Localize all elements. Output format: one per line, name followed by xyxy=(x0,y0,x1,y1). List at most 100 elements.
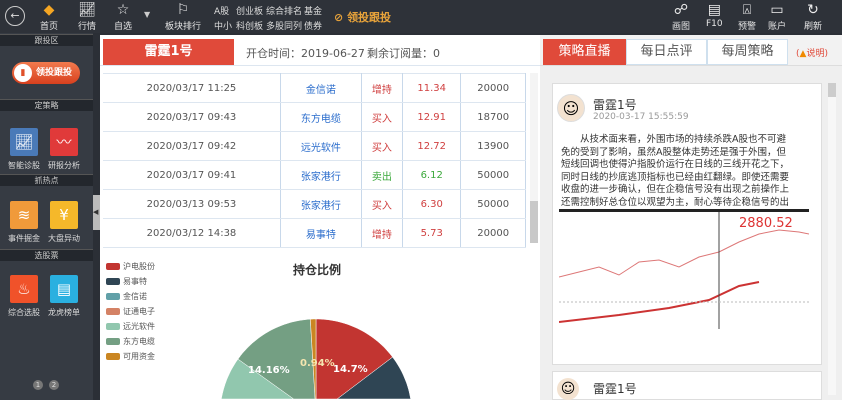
stock-link[interactable]: 远光软件 xyxy=(280,131,362,161)
volume: 20000 xyxy=(460,218,526,248)
time: 2020/03/17 09:42 xyxy=(103,131,281,161)
legend-label: 易事特 xyxy=(123,277,147,286)
pie-slice[interactable] xyxy=(315,318,393,400)
legend-item[interactable]: 可用资金 xyxy=(106,351,155,362)
legend-item[interactable]: 证通电子 xyxy=(106,306,155,317)
toolbar-sector-rank[interactable]: ⚐ 板块排行 xyxy=(165,2,201,32)
legend-item[interactable]: 东方电缆 xyxy=(106,336,155,347)
legend-item[interactable]: 金信诺 xyxy=(106,291,147,302)
stock-link[interactable]: 东方电缆 xyxy=(280,102,362,132)
post-time: 2020-03-17 15:55:59 xyxy=(593,112,689,122)
label: F10 xyxy=(706,19,723,29)
time: 2020/03/12 14:38 xyxy=(103,218,281,248)
help-link[interactable]: (▲说明) xyxy=(796,49,828,59)
legend-item[interactable]: 易事特 xyxy=(106,276,147,287)
pie-slice[interactable] xyxy=(237,318,316,400)
link-chinext[interactable]: 创业板 xyxy=(236,7,264,17)
legend-swatch xyxy=(106,353,120,360)
page-dot-1[interactable]: 1 xyxy=(33,380,43,390)
legend-item[interactable]: 沪电股份 xyxy=(106,261,155,272)
pie-slice[interactable] xyxy=(336,356,412,400)
post-author: 雷霆1号 xyxy=(593,98,637,112)
tile-label: 综合选股 xyxy=(8,308,40,317)
volume: 50000 xyxy=(460,160,526,190)
right-panel: 策略直播 每日点评 每周策略 (▲说明) ☺ 雷霆1号 2020-03-17 1… xyxy=(540,35,842,400)
time: 2020/03/17 09:41 xyxy=(103,160,281,190)
label: 领投跟投 xyxy=(36,68,73,78)
label: 预警 xyxy=(738,22,757,32)
toolbar-refresh[interactable]: ↻ 刷新 xyxy=(804,2,822,32)
tile-icon: ♨ xyxy=(10,275,38,303)
tab-weekly[interactable]: 每周策略 xyxy=(707,39,788,65)
label: 刷新 xyxy=(804,22,823,32)
toolbar-home[interactable]: ◆ 首页 xyxy=(40,2,58,32)
link-fund[interactable]: 基金 xyxy=(304,7,323,17)
link-sme[interactable]: 中小 xyxy=(214,22,233,32)
tile-icon: 📈︎ xyxy=(10,128,38,156)
toolbar-account[interactable]: ▭ 账户 xyxy=(768,2,786,32)
price: 6.12 xyxy=(402,160,462,190)
toolbar-watchlist[interactable]: ☆ 自选 xyxy=(114,2,132,32)
pie-slice[interactable] xyxy=(221,358,295,400)
link-bond[interactable]: 债券 xyxy=(304,22,323,32)
toolbar-f10[interactable]: ▤ F10 xyxy=(706,2,723,29)
legend-item[interactable]: 远光软件 xyxy=(106,321,155,332)
action: 卖出 xyxy=(361,160,404,190)
link-multi[interactable]: 多股同列 xyxy=(266,22,303,32)
product-title: 雷霆1号 xyxy=(103,39,234,65)
section-stock-pick: 选股票 xyxy=(0,249,93,261)
toolbar-alarm[interactable]: ⍓ 预警 xyxy=(738,2,756,32)
link-a-shares[interactable]: A股 xyxy=(214,7,230,17)
legend-label: 金信诺 xyxy=(123,292,147,301)
chart-icon: 📈︎ xyxy=(78,2,96,18)
stock-link[interactable]: 张家港行 xyxy=(280,189,362,219)
tile-label: 事件掘金 xyxy=(8,234,40,243)
pie-data-label: 14.7% xyxy=(333,364,368,375)
legend-label: 远光软件 xyxy=(123,322,155,331)
sidebar-collapse-handle[interactable]: ◀ xyxy=(93,195,100,230)
top-toolbar: ← ◆ 首页 📈︎ 行情 ☆ 自选 ▼ ⚐ 板块排行 A股 创业板 综合排名 基金 中小… xyxy=(0,0,842,33)
pie-data-label: 14.16% xyxy=(248,365,290,376)
promo-label: 领投跟投 xyxy=(347,11,392,24)
volume: 50000 xyxy=(460,189,526,219)
tab-daily[interactable]: 每日点评 xyxy=(626,39,707,65)
follow-button[interactable]: ▮ 领投跟投 xyxy=(12,62,80,84)
legend-swatch xyxy=(106,323,120,330)
table-row[interactable]: 2020/03/17 09:41 张家港行 卖出 6.12 50000 xyxy=(103,160,526,190)
stock-link[interactable]: 金信诺 xyxy=(280,73,362,103)
table-row[interactable]: 2020/03/13 09:53 张家港行 买入 6.30 50000 xyxy=(103,189,526,219)
dropdown-arrow-icon[interactable]: ▼ xyxy=(144,10,151,19)
price: 5.73 xyxy=(402,218,462,248)
tile-icon: 〰 xyxy=(50,128,78,156)
tab-live[interactable]: 策略直播 xyxy=(543,39,626,65)
stock-link[interactable]: 易事特 xyxy=(280,218,362,248)
action: 增持 xyxy=(361,218,404,248)
market-chart-image: 2880.52 xyxy=(558,209,810,329)
quote-price: 2880.52 xyxy=(739,216,793,231)
time: 2020/03/13 09:53 xyxy=(103,189,281,219)
chart-icon: ▮ xyxy=(14,64,32,82)
label: 行情 xyxy=(78,22,97,32)
avatar: ☺ xyxy=(557,378,579,400)
post-author: 雷霆1号 xyxy=(593,382,637,396)
pie-slice[interactable] xyxy=(310,318,317,400)
tile-label: 研报分析 xyxy=(48,161,80,170)
link-star[interactable]: 科创板 xyxy=(236,22,264,32)
promo-link[interactable]: ⊘ 领投跟投 xyxy=(334,9,391,25)
label: 说明 xyxy=(806,49,825,59)
table-scrollbar[interactable] xyxy=(530,73,538,243)
link-rank[interactable]: 综合排名 xyxy=(266,7,303,17)
table-row[interactable]: 2020/03/17 09:42 远光软件 买入 12.72 13900 xyxy=(103,131,526,161)
legend-label: 东方电缆 xyxy=(123,337,155,346)
label: 自选 xyxy=(114,22,133,32)
table-row[interactable]: 2020/03/17 09:43 东方电缆 买入 12.91 18700 xyxy=(103,102,526,132)
table-row[interactable]: 2020/03/12 14:38 易事特 增持 5.73 20000 xyxy=(103,218,526,248)
toolbar-draw[interactable]: ☍ 画图 xyxy=(672,2,690,32)
label: 画图 xyxy=(672,22,691,32)
stock-link[interactable]: 张家港行 xyxy=(280,160,362,190)
back-button[interactable]: ← xyxy=(5,6,25,26)
page-dot-2[interactable]: 2 xyxy=(49,380,59,390)
right-scrollbar[interactable] xyxy=(828,83,836,395)
toolbar-market[interactable]: 📈︎ 行情 xyxy=(78,2,96,32)
label: 板块排行 xyxy=(165,22,202,32)
